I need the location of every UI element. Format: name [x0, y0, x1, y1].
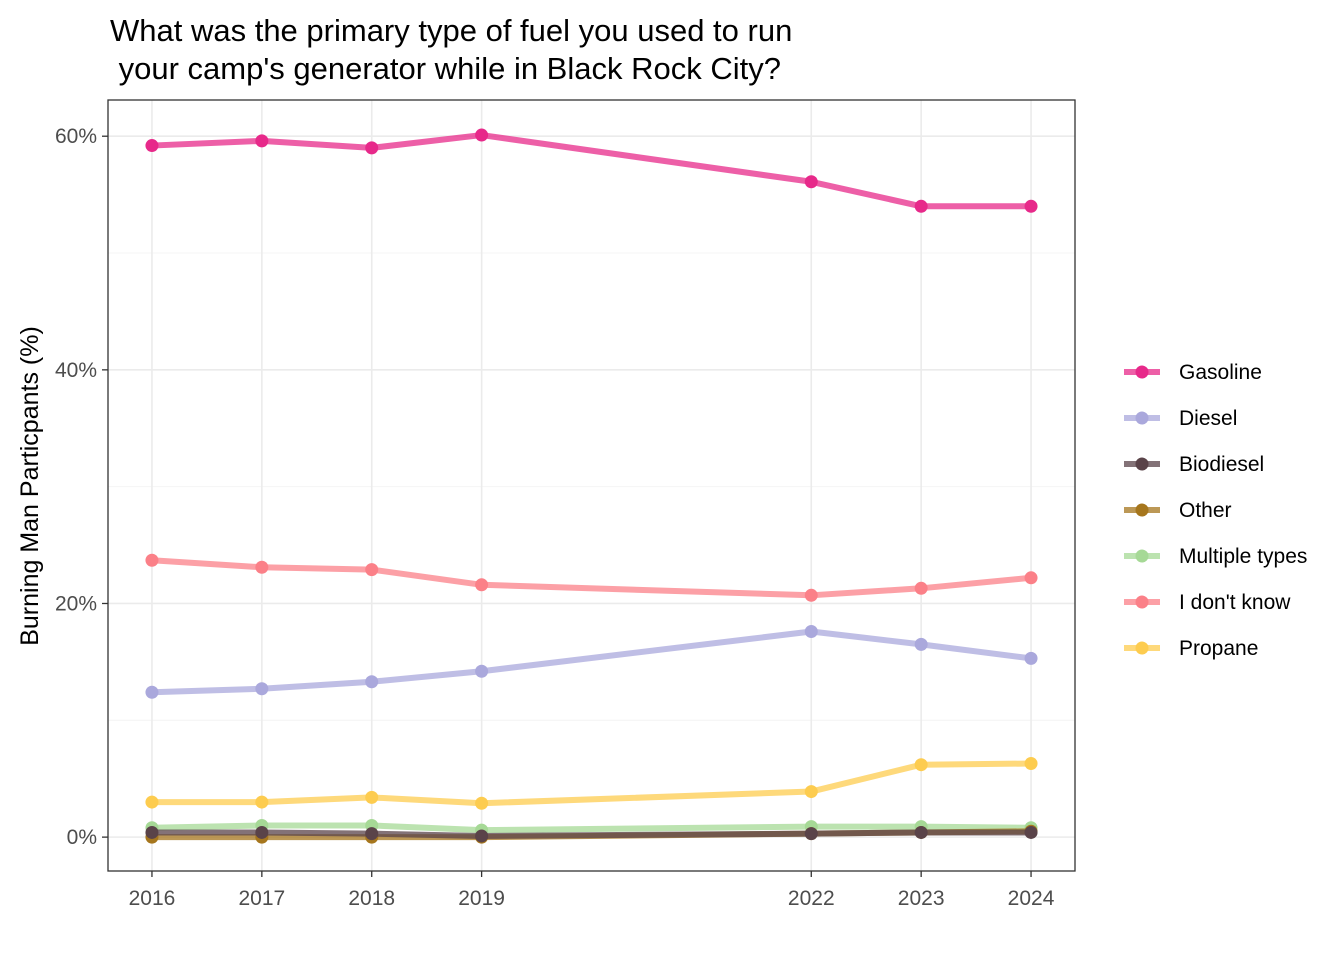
gridlines [108, 100, 1075, 871]
legend-key-point [1135, 457, 1149, 471]
data-point-i-don-t-know [365, 563, 379, 577]
legend-item-i-don-t-know: I don't know [1124, 591, 1291, 614]
x-tick-label: 2016 [129, 887, 176, 910]
y-tick-label: 60% [55, 125, 97, 148]
legend-item-diesel: Diesel [1124, 407, 1237, 430]
x-tick-label: 2022 [788, 887, 835, 910]
series-layer [145, 128, 1038, 844]
legend-item-propane: Propane [1124, 637, 1258, 660]
legend-item-multiple-types: Multiple types [1124, 545, 1307, 568]
legend-label: Propane [1179, 637, 1258, 660]
legend-label: Biodiesel [1179, 453, 1264, 476]
series-line-biodiesel [151, 829, 1032, 839]
data-point-i-don-t-know [475, 578, 489, 592]
data-point-diesel [365, 675, 379, 689]
data-point-biodiesel [145, 825, 159, 839]
chart-title-line-2: your camp's generator while in Black Roc… [110, 51, 781, 86]
series-gasoline [145, 128, 1038, 213]
legend-label: Gasoline [1179, 361, 1262, 384]
data-point-i-don-t-know [804, 588, 818, 602]
series-biodiesel [145, 825, 1038, 843]
data-point-i-don-t-know [255, 560, 269, 574]
data-point-gasoline [804, 175, 818, 189]
y-tick-label: 40% [55, 359, 97, 382]
data-point-propane [914, 758, 928, 772]
legend-item-gasoline: Gasoline [1124, 361, 1262, 384]
plot-border [107, 99, 1076, 872]
legend-key-point [1135, 365, 1149, 379]
data-point-propane [255, 795, 269, 809]
data-point-biodiesel [1024, 825, 1038, 839]
x-tick-label: 2024 [1008, 887, 1055, 910]
series-propane [145, 757, 1038, 810]
data-point-biodiesel [475, 829, 489, 843]
legend-key-point [1135, 595, 1149, 609]
legend-label: Other [1179, 499, 1232, 522]
data-point-gasoline [914, 199, 928, 213]
data-point-biodiesel [914, 825, 928, 839]
data-point-diesel [145, 685, 159, 699]
data-point-diesel [475, 664, 489, 678]
data-point-biodiesel [804, 827, 818, 841]
data-point-propane [145, 795, 159, 809]
y-tick-label: 20% [55, 592, 97, 615]
data-point-gasoline [365, 141, 379, 155]
data-point-i-don-t-know [145, 553, 159, 567]
data-point-diesel [255, 682, 269, 696]
legend-key-point [1135, 641, 1149, 655]
data-point-i-don-t-know [1024, 571, 1038, 585]
data-point-propane [804, 785, 818, 799]
data-point-gasoline [255, 134, 269, 148]
data-point-diesel [804, 625, 818, 639]
axes: 0% 20% 40% 60% 2016 2017 2018 2019 2022 2023 2024 [55, 125, 1055, 910]
x-tick-label: 2017 [238, 887, 285, 910]
data-point-biodiesel [255, 825, 269, 839]
legend-key-point [1135, 503, 1149, 517]
data-point-propane [365, 790, 379, 804]
data-point-gasoline [145, 139, 159, 153]
data-point-diesel [914, 637, 928, 651]
series-diesel [145, 625, 1038, 699]
legend-label: I don't know [1179, 591, 1291, 614]
legend-key-point [1135, 411, 1149, 425]
x-tick-label: 2018 [348, 887, 395, 910]
chart-title-line-1: What was the primary type of fuel you us… [110, 13, 792, 48]
data-point-gasoline [1024, 199, 1038, 213]
plot-panel [108, 100, 1075, 871]
x-tick-label: 2023 [898, 887, 945, 910]
y-tick-label: 0% [67, 826, 97, 849]
legend-item-other: Other [1124, 499, 1232, 522]
legend-label: Multiple types [1179, 545, 1307, 568]
y-axis-title: Burning Man Particpants (%) [16, 326, 44, 646]
data-point-gasoline [475, 128, 489, 142]
data-point-biodiesel [365, 827, 379, 841]
legend: Gasoline Diesel Biodiesel Other Multiple typ… [1124, 361, 1307, 660]
data-point-propane [1024, 757, 1038, 771]
data-point-diesel [1024, 651, 1038, 665]
data-point-propane [475, 796, 489, 810]
data-point-i-don-t-know [914, 581, 928, 595]
legend-item-biodiesel: Biodiesel [1124, 453, 1264, 476]
chart-title: What was the primary type of fuel you us… [110, 13, 792, 86]
x-tick-label: 2019 [458, 887, 505, 910]
legend-label: Diesel [1179, 407, 1237, 430]
legend-key-point [1135, 549, 1149, 563]
series-i-don-t-know [145, 553, 1038, 602]
